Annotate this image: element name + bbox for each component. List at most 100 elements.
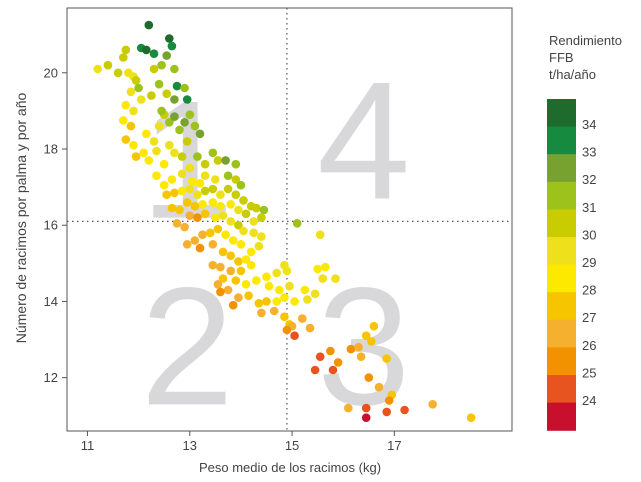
x-tick-label: 17 bbox=[387, 438, 401, 453]
x-tick-label: 13 bbox=[183, 438, 197, 453]
scatter-point bbox=[290, 331, 299, 341]
scatter-point bbox=[223, 285, 233, 295]
scatter-point bbox=[382, 407, 392, 417]
scatter-point bbox=[157, 60, 166, 70]
scatter-point bbox=[354, 342, 363, 352]
scatter-point bbox=[208, 260, 218, 270]
y-tick-label: 20 bbox=[44, 65, 58, 80]
scatter-point bbox=[154, 121, 164, 131]
scatter-point bbox=[226, 200, 235, 209]
colorbar-tick-label: 27 bbox=[582, 310, 596, 325]
scatter-point bbox=[251, 203, 261, 213]
y-tick-label: 16 bbox=[44, 218, 58, 233]
colorbar-tick-label: 31 bbox=[582, 200, 596, 215]
scatter-point bbox=[384, 396, 394, 405]
reference-lines bbox=[67, 8, 512, 431]
scatter-point bbox=[344, 403, 353, 413]
colorbar-title: Rendimiento FFB t/ha/año bbox=[549, 33, 622, 82]
scatter-point bbox=[249, 217, 258, 226]
scatter-point bbox=[231, 159, 241, 169]
scatter-point bbox=[367, 337, 376, 346]
scatter-point bbox=[328, 365, 338, 375]
scatter-point bbox=[182, 137, 192, 146]
scatter-point bbox=[200, 171, 210, 180]
scatter-point bbox=[218, 247, 228, 257]
scatter-point bbox=[190, 121, 200, 131]
scatter-point bbox=[428, 400, 438, 409]
scatter-point bbox=[152, 171, 161, 180]
colorbar-swatch bbox=[547, 99, 576, 128]
scatter-point bbox=[382, 354, 392, 363]
scatter-point bbox=[228, 236, 238, 245]
x-axis-label: Peso medio de los racimos (kg) bbox=[199, 460, 381, 475]
scatter-point bbox=[313, 264, 322, 274]
colorbar-swatch bbox=[547, 154, 576, 183]
scatter-point bbox=[175, 205, 184, 215]
scatter-point bbox=[241, 280, 251, 289]
scatter-point bbox=[211, 175, 220, 184]
scatter-point bbox=[129, 106, 138, 116]
scatter-point bbox=[144, 20, 154, 30]
scatter-point bbox=[282, 266, 292, 276]
scatter-point bbox=[280, 312, 289, 322]
scatter-point bbox=[236, 240, 246, 249]
scatter-point bbox=[167, 41, 177, 51]
scatter-point bbox=[129, 140, 138, 150]
scatter-point bbox=[170, 95, 179, 104]
colorbar-tick-label: 25 bbox=[582, 365, 596, 380]
scatter-point bbox=[131, 76, 141, 85]
colorbar-swatch bbox=[547, 209, 576, 238]
scatter-point bbox=[149, 137, 159, 146]
quadrant-label-3: 3 bbox=[317, 252, 410, 440]
scatter-point bbox=[149, 49, 159, 58]
scatter-point bbox=[221, 230, 230, 239]
scatter-point bbox=[119, 53, 128, 62]
scatter-point bbox=[228, 300, 238, 310]
colorbar-tick-label: 26 bbox=[582, 338, 596, 353]
scatter-point bbox=[216, 190, 225, 199]
scatter-point bbox=[185, 110, 195, 119]
scatter-point bbox=[246, 247, 256, 257]
colorbar-swatch bbox=[547, 264, 576, 293]
scatter-point bbox=[182, 240, 192, 249]
scatter-point bbox=[231, 175, 241, 184]
scatter-point bbox=[326, 346, 335, 356]
scatter-point bbox=[131, 152, 141, 161]
scatter-point bbox=[231, 190, 241, 199]
quadrant-label-4: 4 bbox=[317, 47, 410, 235]
scatter-point bbox=[193, 190, 202, 199]
colorbar: 34 33 32 31 30 29 28 27 26 25 24 bbox=[547, 99, 596, 431]
colorbar-tick-label: 29 bbox=[582, 255, 596, 270]
scatter-point bbox=[159, 180, 169, 190]
scatter-point bbox=[318, 274, 328, 283]
scatter-point bbox=[361, 331, 371, 341]
scatter-point bbox=[275, 285, 284, 295]
colorbar-tick-label: 30 bbox=[582, 227, 596, 242]
scatter-point bbox=[361, 403, 371, 413]
scatter-point bbox=[172, 81, 182, 91]
scatter-point bbox=[236, 180, 246, 190]
colorbar-swatch bbox=[547, 126, 576, 155]
x-axis-ticks: 11 13 15 17 bbox=[81, 431, 402, 453]
y-axis-ticks: 12 14 16 18 20 bbox=[44, 65, 67, 385]
scatter-point bbox=[262, 272, 271, 282]
scatter-point bbox=[170, 148, 179, 158]
colorbar-tick-label: 24 bbox=[582, 393, 596, 408]
scatter-point bbox=[147, 91, 156, 100]
y-axis-label: Número de racimos por palma y por año bbox=[13, 93, 29, 344]
scatter-point bbox=[251, 276, 261, 285]
colorbar-tick-label: 33 bbox=[582, 145, 596, 160]
scatter-point bbox=[315, 352, 325, 362]
scatter-point bbox=[167, 175, 177, 184]
scatter-point bbox=[126, 87, 136, 97]
scatter-point bbox=[188, 177, 197, 186]
scatter-point bbox=[298, 314, 307, 323]
scatter-point bbox=[364, 373, 374, 382]
colorbar-swatch bbox=[547, 402, 576, 431]
scatter-point bbox=[175, 125, 184, 135]
scatter-point bbox=[466, 413, 476, 423]
scatter-point bbox=[218, 274, 228, 283]
colorbar-tick-label: 34 bbox=[582, 117, 596, 132]
colorbar-swatch bbox=[547, 181, 576, 210]
scatter-point bbox=[195, 243, 205, 253]
